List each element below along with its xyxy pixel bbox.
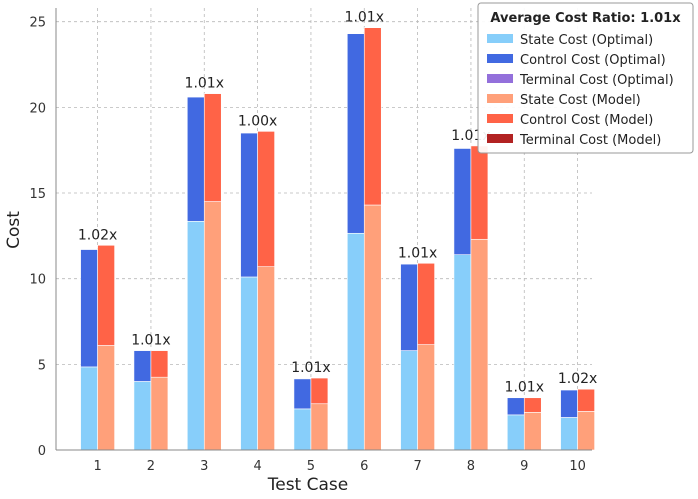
bar-segment: [346, 232, 365, 451]
bar-segment: [203, 201, 222, 451]
bar-segment: [186, 220, 205, 451]
bar-segment: [257, 266, 275, 451]
bar-segment: [417, 344, 435, 451]
ratio-label: 1.01x: [291, 360, 330, 376]
x-tick-label: 9: [520, 459, 528, 474]
legend-label: Terminal Cost (Model): [519, 133, 661, 148]
ratio-label: 1.02x: [78, 227, 117, 243]
ratio-labels: 1.02x 1.01x 1.01x 1.00x 1.01x 1.01x 1.01x 1.01x…: [78, 10, 597, 396]
y-axis-title: Cost: [4, 211, 24, 249]
legend-box: [477, 2, 694, 154]
legend-title: Average Cost Ratio: 1.01x: [490, 11, 681, 26]
bar-segment: [97, 244, 115, 346]
bar-segment: [453, 148, 472, 255]
bar-segment: [310, 403, 329, 451]
bar-segment: [293, 378, 312, 410]
bar-segment: [150, 350, 169, 378]
ratio-label: 1.01x: [345, 10, 384, 26]
y-tick-label: 0: [38, 444, 46, 459]
y-tick-label: 5: [38, 358, 46, 373]
bar-segment: [133, 381, 152, 451]
bar-segment: [577, 411, 595, 451]
legend-label: State Cost (Optimal): [520, 33, 653, 48]
bar-segment: [577, 388, 595, 412]
x-tick-label: 1: [93, 459, 101, 474]
axes: 0 5 10 15 20 25 1 2 3 4 5 6 7 8 9 10: [29, 8, 592, 474]
bar-segment: [560, 417, 578, 451]
bar-segment: [133, 350, 152, 382]
bar-segment: [310, 377, 329, 405]
legend-swatch: [487, 94, 513, 103]
x-tick-label: 2: [147, 459, 155, 474]
bar-segment: [363, 27, 382, 206]
y-tick-label: 25: [29, 16, 46, 31]
bar-segment: [470, 145, 489, 240]
y-tick-label: 10: [29, 273, 46, 288]
bar-segment: [506, 414, 525, 451]
bar-segment: [203, 93, 222, 202]
bar-segment: [240, 132, 258, 278]
legend-label: Terminal Cost (Optimal): [519, 73, 674, 88]
x-tick-label: 5: [307, 459, 315, 474]
x-tick-label: 6: [360, 459, 368, 474]
bar-segment: [470, 238, 489, 451]
x-tick-label: 10: [569, 459, 586, 474]
bar-segment: [293, 408, 312, 451]
bar-segment: [150, 376, 169, 451]
ratio-label: 1.00x: [238, 113, 277, 129]
ratio-label: 1.02x: [558, 371, 597, 387]
bar-segment: [257, 131, 275, 267]
bar-segment: [97, 345, 115, 451]
ratio-label: 1.01x: [505, 380, 544, 396]
bars: [80, 27, 595, 451]
bar-segment: [506, 397, 525, 416]
legend-swatch: [487, 134, 513, 143]
x-tick-label: 7: [413, 459, 421, 474]
bar-segment: [186, 96, 205, 222]
bar-segment: [240, 276, 258, 451]
legend-label: Control Cost (Optimal): [520, 53, 666, 68]
bar-segment: [400, 263, 418, 351]
x-tick-label: 8: [467, 459, 475, 474]
legend-swatch: [487, 74, 513, 83]
bar-segment: [560, 389, 578, 418]
legend-swatch: [487, 114, 513, 123]
x-tick-label: 3: [200, 459, 208, 474]
bar-segment: [400, 350, 418, 451]
x-axis-title: Test Case: [267, 475, 348, 495]
ratio-label: 1.01x: [185, 76, 224, 92]
bar-segment: [417, 262, 435, 345]
legend: Average Cost Ratio: 1.01x State Cost (Opt…: [477, 2, 694, 154]
bar-segment: [453, 254, 472, 451]
legend-label: State Cost (Model): [520, 93, 641, 108]
bar-segment: [80, 366, 98, 451]
bar-segment: [363, 204, 382, 451]
bar-segment: [346, 33, 365, 234]
y-tick-label: 20: [29, 101, 46, 116]
y-tick-label: 15: [29, 187, 46, 202]
bar-segment: [80, 249, 98, 368]
legend-label: Control Cost (Model): [520, 113, 653, 128]
legend-swatch: [487, 54, 513, 63]
x-tick-label: 4: [253, 459, 261, 474]
legend-swatch: [487, 34, 513, 43]
bar-segment: [523, 397, 542, 413]
ratio-label: 1.01x: [131, 333, 170, 349]
ratio-label: 1.01x: [398, 245, 437, 261]
bar-segment: [523, 412, 542, 451]
